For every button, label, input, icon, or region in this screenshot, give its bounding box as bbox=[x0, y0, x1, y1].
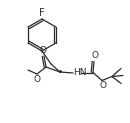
Text: O: O bbox=[91, 52, 98, 61]
Text: HN: HN bbox=[73, 68, 87, 77]
Text: O: O bbox=[99, 81, 106, 90]
Text: O: O bbox=[40, 46, 47, 55]
Text: O: O bbox=[33, 75, 40, 84]
Text: F: F bbox=[39, 8, 45, 17]
